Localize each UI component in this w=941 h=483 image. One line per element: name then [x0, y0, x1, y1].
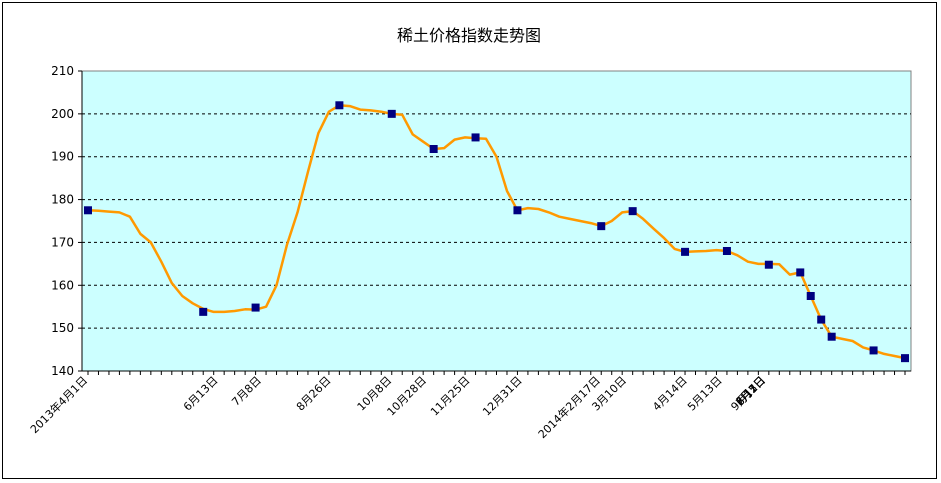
- data-point-marker: [681, 247, 690, 256]
- y-tick-label: 190: [51, 150, 74, 164]
- data-point-marker: [764, 260, 773, 269]
- data-point-marker: [806, 292, 815, 300]
- data-point-marker: [84, 206, 92, 215]
- data-point-marker: [199, 307, 208, 316]
- y-tick-label: 180: [51, 193, 74, 207]
- x-axis: 2013年4月1日 6月13日 7月8日 8月26日 10月8日10月28日11月25日…: [27, 371, 906, 441]
- data-point-marker: [513, 206, 522, 215]
- y-tick-label: 200: [51, 107, 74, 121]
- data-point-marker: [471, 133, 480, 142]
- data-point-marker: [251, 303, 260, 312]
- plot-area: [81, 70, 912, 372]
- x-tick-label: 7月8日: [229, 374, 264, 409]
- y-tick-label: 140: [51, 364, 74, 378]
- series-layer: [84, 101, 909, 363]
- x-tick-label: 2013年4月1日: [27, 373, 90, 436]
- data-point-marker: [387, 109, 396, 118]
- x-tick-label: 11月25日: [428, 374, 473, 419]
- x-tick-label: 5月13日: [685, 374, 725, 414]
- y-tick-label: 170: [51, 235, 74, 249]
- chart-svg: 稀土价格指数走势图 140 150 160 170 180 190 200 210 2013年…: [27, 26, 912, 441]
- data-point-marker: [335, 101, 344, 110]
- plot-background: [81, 70, 912, 372]
- data-point-marker: [429, 145, 438, 153]
- data-point-marker: [796, 268, 805, 277]
- data-point-marker: [827, 332, 836, 341]
- data-point-marker: [869, 346, 878, 355]
- x-tick-label: 12月31日: [480, 374, 525, 419]
- chart-title: 稀土价格指数走势图: [397, 26, 541, 45]
- data-point-marker: [628, 207, 637, 216]
- x-tick-label: 8月26日: [294, 374, 334, 414]
- x-tick-label: 6月13日: [181, 374, 221, 414]
- data-point-marker: [901, 354, 909, 363]
- y-tick-label: 210: [51, 64, 74, 78]
- x-tick-label: 4月14日: [650, 374, 690, 414]
- data-point-marker: [597, 222, 606, 231]
- x-tick-label: 9月17日: [728, 374, 768, 414]
- y-tick-label: 150: [51, 321, 74, 335]
- y-tick-label: 160: [51, 278, 74, 292]
- data-point-marker: [722, 247, 731, 255]
- data-point-marker: [817, 315, 826, 324]
